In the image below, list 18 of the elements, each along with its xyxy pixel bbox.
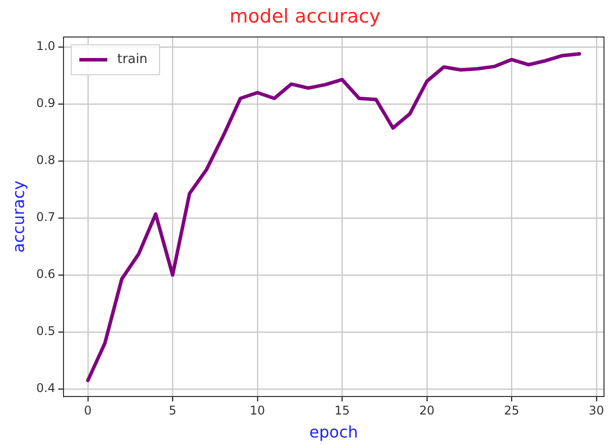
y-tick-label: 0.5 xyxy=(36,324,56,338)
x-tick-label: 25 xyxy=(504,404,520,418)
y-tick-label: 0.8 xyxy=(36,153,56,168)
x-tick-label: 5 xyxy=(168,404,176,418)
y-tick-label: 1.0 xyxy=(36,39,56,54)
y-tick-label: 0.6 xyxy=(36,267,56,282)
legend-label: train xyxy=(117,52,148,68)
y-tick-label: 0.7 xyxy=(36,210,56,224)
x-axis-title: epoch xyxy=(309,422,358,442)
chart-title: model accuracy xyxy=(230,5,380,28)
x-tick-label: 0 xyxy=(84,404,92,418)
y-tick-label: 0.4 xyxy=(36,381,56,396)
y-tick-label: 0.9 xyxy=(36,96,56,110)
x-tick-label: 10 xyxy=(250,404,266,418)
x-tick-label: 15 xyxy=(334,404,350,418)
x-tick-label: 30 xyxy=(588,404,604,418)
y-axis-title: accuracy xyxy=(8,180,28,253)
x-tick-label: 20 xyxy=(419,404,435,418)
